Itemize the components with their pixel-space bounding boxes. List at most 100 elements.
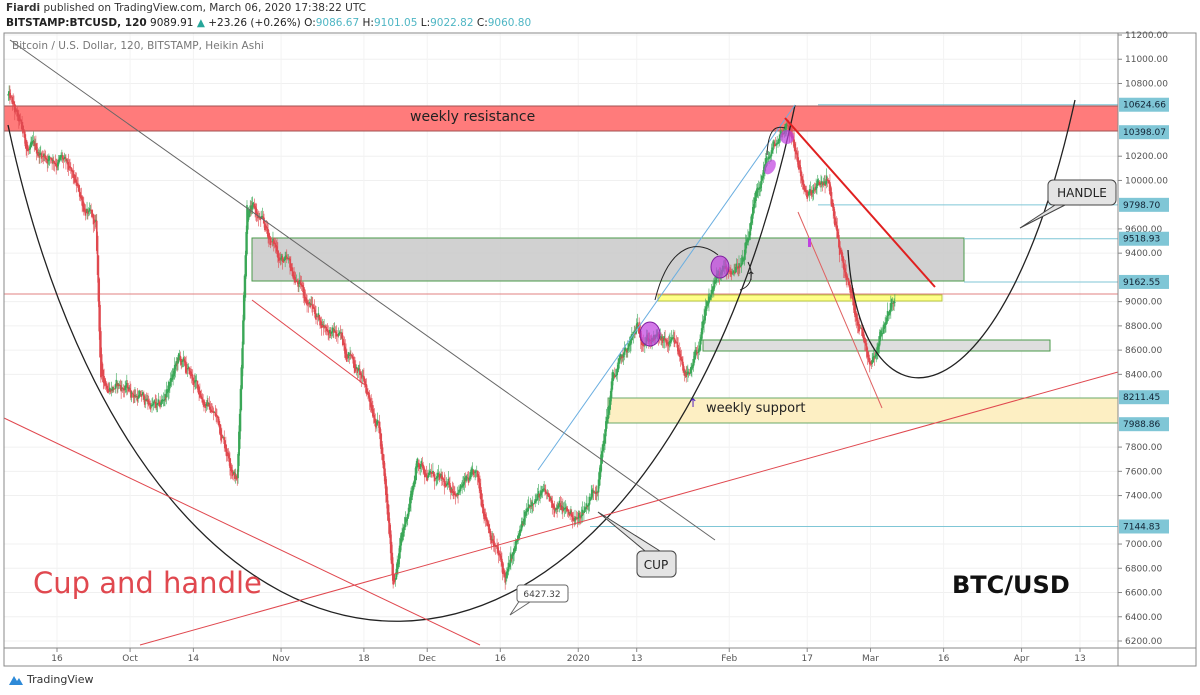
purple-marker[interactable] bbox=[780, 130, 794, 144]
curved-arrow[interactable] bbox=[739, 261, 752, 291]
cup-curve[interactable] bbox=[7, 104, 796, 622]
candle bbox=[893, 298, 895, 311]
candle bbox=[235, 473, 238, 481]
candle bbox=[531, 500, 533, 514]
candle bbox=[383, 454, 385, 482]
candle bbox=[182, 350, 185, 368]
purple-marker[interactable] bbox=[808, 238, 811, 247]
price-change: +23.26 (+0.26%) bbox=[208, 17, 301, 29]
downtrend-line-gray[interactable] bbox=[9, 39, 716, 541]
candle bbox=[237, 452, 239, 484]
candle bbox=[803, 180, 805, 195]
candle bbox=[353, 356, 355, 374]
blue-uptrend-line[interactable] bbox=[537, 104, 796, 471]
candle bbox=[730, 264, 732, 278]
candle bbox=[371, 398, 373, 414]
candle bbox=[525, 503, 528, 519]
gray-resistance-zone[interactable] bbox=[251, 237, 965, 282]
candle bbox=[114, 383, 117, 394]
candle bbox=[506, 566, 509, 579]
time-axis[interactable]: 16 Oct 14 Nov 18 Dec 16 2020 13 Feb 17 Mar 16 Apr 13 bbox=[51, 648, 1086, 664]
candle bbox=[225, 436, 227, 456]
candle bbox=[12, 93, 14, 104]
candle bbox=[411, 485, 413, 501]
purple-marker[interactable] bbox=[762, 158, 779, 177]
candle bbox=[600, 450, 603, 471]
red-handle-line-thin[interactable] bbox=[797, 211, 883, 409]
handle-curve[interactable] bbox=[847, 99, 1076, 379]
purple-marker[interactable] bbox=[710, 255, 730, 279]
candle bbox=[539, 489, 541, 504]
candle bbox=[117, 380, 119, 393]
red-handle-resistance-line[interactable] bbox=[784, 117, 936, 288]
candle bbox=[564, 500, 567, 515]
chart-frame bbox=[3, 32, 1197, 667]
candle bbox=[62, 155, 65, 169]
candle bbox=[229, 458, 232, 480]
candle bbox=[694, 342, 696, 360]
candle bbox=[137, 390, 139, 403]
candle bbox=[359, 371, 362, 384]
curved-arrow[interactable] bbox=[654, 246, 719, 301]
candle bbox=[397, 559, 399, 575]
author[interactable]: Fiardi bbox=[6, 2, 41, 14]
candle bbox=[691, 358, 694, 369]
candle bbox=[20, 119, 23, 130]
candle bbox=[439, 473, 442, 479]
candle bbox=[220, 424, 222, 445]
candle bbox=[663, 331, 666, 349]
candle bbox=[282, 257, 285, 263]
candle bbox=[776, 135, 778, 145]
low-price-callout[interactable]: 6427.32 bbox=[509, 584, 569, 616]
rising-red-trend-line[interactable] bbox=[139, 371, 1119, 646]
candle bbox=[418, 459, 420, 475]
candle bbox=[553, 503, 555, 517]
curved-arrow[interactable] bbox=[766, 126, 786, 156]
price-chart[interactable]: ↑ ↑ HANDLE CUP 6427.32 weekly resistance… bbox=[0, 0, 1200, 670]
purple-marker[interactable] bbox=[639, 321, 661, 347]
candle bbox=[183, 355, 186, 366]
candle bbox=[557, 502, 560, 509]
candle bbox=[89, 205, 92, 215]
support-zone-yellow[interactable] bbox=[657, 294, 943, 302]
candle bbox=[474, 469, 476, 481]
candle bbox=[380, 433, 383, 460]
candle bbox=[348, 354, 351, 364]
candle bbox=[438, 471, 441, 483]
weekly-support-zone[interactable] bbox=[607, 397, 1119, 424]
candle bbox=[834, 209, 836, 228]
candle bbox=[121, 380, 123, 392]
candle bbox=[205, 402, 208, 412]
x-tick-label: 17 bbox=[801, 654, 812, 664]
candle bbox=[475, 470, 477, 478]
candle bbox=[64, 154, 66, 159]
candle bbox=[311, 296, 313, 313]
candle bbox=[367, 388, 369, 400]
cup-callout[interactable]: CUP bbox=[597, 511, 677, 578]
red-trend-line-lower[interactable] bbox=[3, 417, 481, 646]
price-axis[interactable]: 11200.00 11000.00 10800.00 10200.00 10000.00… bbox=[1118, 31, 1169, 647]
candle bbox=[35, 142, 38, 161]
candle bbox=[389, 524, 392, 561]
candle bbox=[831, 198, 834, 208]
candle bbox=[699, 334, 701, 353]
candle bbox=[210, 403, 213, 414]
low-value: 9022.82 bbox=[430, 17, 474, 29]
candle bbox=[18, 110, 20, 129]
candle bbox=[70, 162, 72, 174]
candle bbox=[216, 408, 218, 424]
candle bbox=[10, 94, 13, 103]
weekly-resistance-zone[interactable] bbox=[3, 105, 1119, 132]
candle bbox=[272, 231, 274, 246]
candle bbox=[703, 308, 705, 333]
y-tick-label: 8800.00 bbox=[1125, 322, 1162, 332]
candle bbox=[562, 498, 564, 520]
candle bbox=[219, 424, 221, 436]
candle bbox=[740, 254, 743, 273]
red-channel-line[interactable] bbox=[251, 299, 366, 386]
handle-callout[interactable]: HANDLE bbox=[1019, 179, 1117, 229]
candle bbox=[186, 361, 188, 375]
candle bbox=[744, 234, 747, 261]
candle bbox=[886, 302, 889, 323]
tradingview-footer[interactable]: TradingView bbox=[8, 673, 93, 686]
